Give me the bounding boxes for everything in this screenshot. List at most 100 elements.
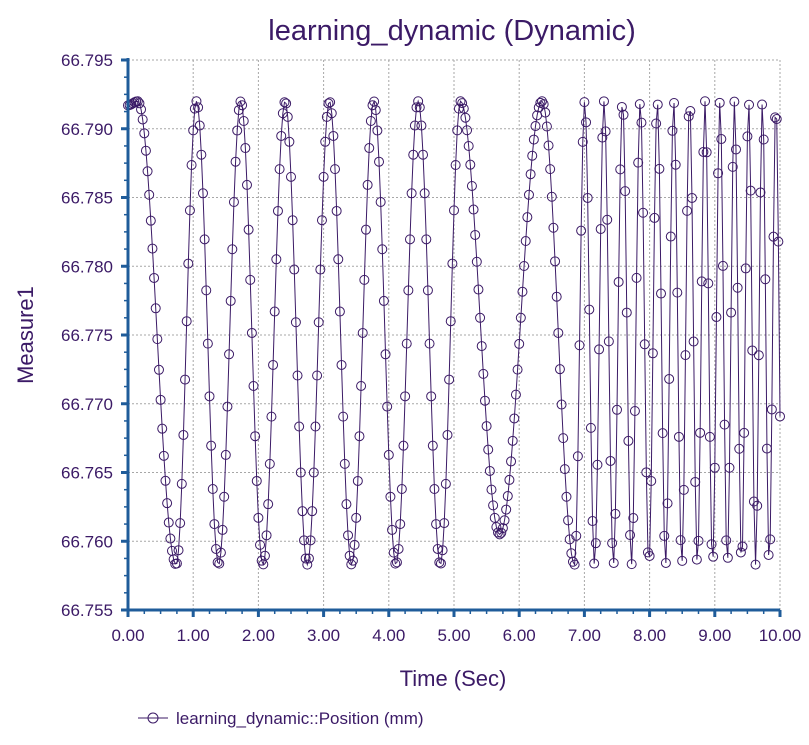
data-point: [691, 554, 702, 565]
data-point: [634, 99, 645, 110]
data-point: [727, 161, 738, 172]
data-point: [698, 146, 709, 157]
data-point: [429, 484, 440, 495]
data-point: [150, 303, 161, 314]
data-point: [238, 115, 249, 126]
data-point: [675, 535, 686, 546]
data-point: [292, 370, 303, 381]
data-point: [279, 97, 290, 108]
data-point: [255, 539, 266, 550]
data-point: [184, 205, 195, 216]
data-point: [365, 115, 376, 126]
data-point: [574, 340, 585, 351]
data-point: [584, 304, 595, 315]
data-point: [657, 428, 668, 439]
data-point: [171, 558, 182, 569]
data-point: [509, 413, 520, 424]
data-point: [744, 99, 755, 110]
data-point: [188, 125, 199, 136]
data-point: [245, 274, 256, 285]
data-point: [450, 160, 461, 171]
data-point: [313, 317, 324, 328]
data-point: [343, 530, 354, 541]
data-point: [563, 515, 574, 526]
data-point: [507, 435, 518, 446]
data-point: [460, 112, 471, 123]
data-point: [631, 272, 642, 283]
y-axis-label: Measure1: [13, 286, 38, 384]
data-point: [463, 141, 474, 151]
data-point: [690, 476, 701, 487]
data-point: [175, 518, 186, 529]
data-point: [682, 205, 693, 216]
data-point: [551, 291, 562, 302]
data-point: [771, 114, 782, 125]
data-point: [716, 134, 727, 145]
data-point: [693, 535, 704, 546]
data-point: [334, 306, 345, 317]
data-point: [647, 348, 658, 359]
data-point: [758, 134, 769, 145]
data-point: [734, 443, 745, 454]
data-point: [404, 234, 415, 245]
data-point: [695, 427, 706, 438]
data-point: [303, 553, 314, 564]
data-point: [466, 180, 477, 191]
data-point: [519, 260, 530, 271]
y-tick-label: 66.765: [61, 464, 113, 483]
data-point: [625, 530, 636, 541]
data-point: [199, 234, 210, 245]
data-point: [393, 543, 404, 554]
data-point: [517, 286, 528, 297]
data-point: [713, 168, 724, 179]
x-tick-label: 5.00: [437, 626, 470, 645]
data-point: [686, 192, 697, 203]
data-point: [468, 204, 479, 215]
data-point: [401, 338, 412, 349]
data-point: [276, 130, 287, 141]
data-point: [561, 491, 572, 502]
data-point: [230, 156, 241, 167]
data-point: [139, 128, 150, 139]
data-point: [176, 478, 187, 489]
data-point: [688, 336, 699, 347]
data-point: [409, 120, 420, 131]
data-point: [483, 444, 494, 455]
data-point: [352, 475, 363, 486]
data-point: [550, 256, 561, 267]
data-point: [253, 512, 264, 523]
data-point: [382, 401, 393, 412]
data-point: [295, 467, 306, 478]
data-point: [629, 406, 640, 417]
data-point: [533, 102, 544, 113]
data-point: [357, 327, 368, 338]
data-point: [413, 96, 424, 107]
chart-title: learning_dynamic (Dynamic): [268, 15, 635, 47]
data-point: [590, 538, 601, 549]
data-point: [554, 364, 565, 375]
data-point: [581, 117, 592, 128]
data-point: [704, 431, 715, 442]
data-point: [243, 224, 254, 235]
data-point: [644, 550, 655, 561]
data-point: [416, 120, 427, 131]
data-point: [662, 498, 673, 509]
data-point: [440, 478, 451, 489]
data-point: [750, 559, 761, 570]
x-tick-label: 4.00: [372, 626, 405, 645]
data-point: [462, 125, 473, 136]
data-point: [406, 188, 417, 199]
x-tick-label: 7.00: [568, 626, 601, 645]
data-point: [646, 475, 657, 486]
data-point: [194, 120, 205, 131]
data-point: [196, 149, 207, 160]
data-point: [395, 519, 406, 530]
data-point: [204, 391, 215, 402]
data-point: [165, 533, 176, 544]
data-point: [766, 404, 777, 415]
data-point: [432, 543, 443, 554]
data-point: [157, 423, 168, 434]
data-point: [286, 171, 296, 182]
data-point: [300, 553, 311, 564]
data-point: [486, 484, 497, 495]
